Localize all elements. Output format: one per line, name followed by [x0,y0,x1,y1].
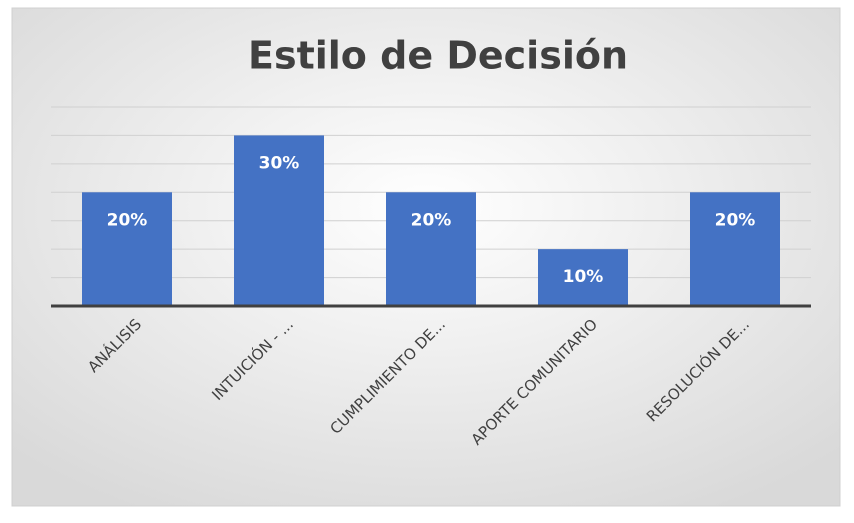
data-label: 30% [259,153,300,173]
chart-title: Estilo de Decisión [248,34,628,78]
bar [82,192,172,306]
bar [234,135,324,306]
data-label: 10% [563,267,604,287]
data-label: 20% [107,210,148,230]
bar [386,192,476,306]
data-label: 20% [715,210,756,230]
data-label: 20% [411,210,452,230]
bar [538,249,628,306]
bar [690,192,780,306]
